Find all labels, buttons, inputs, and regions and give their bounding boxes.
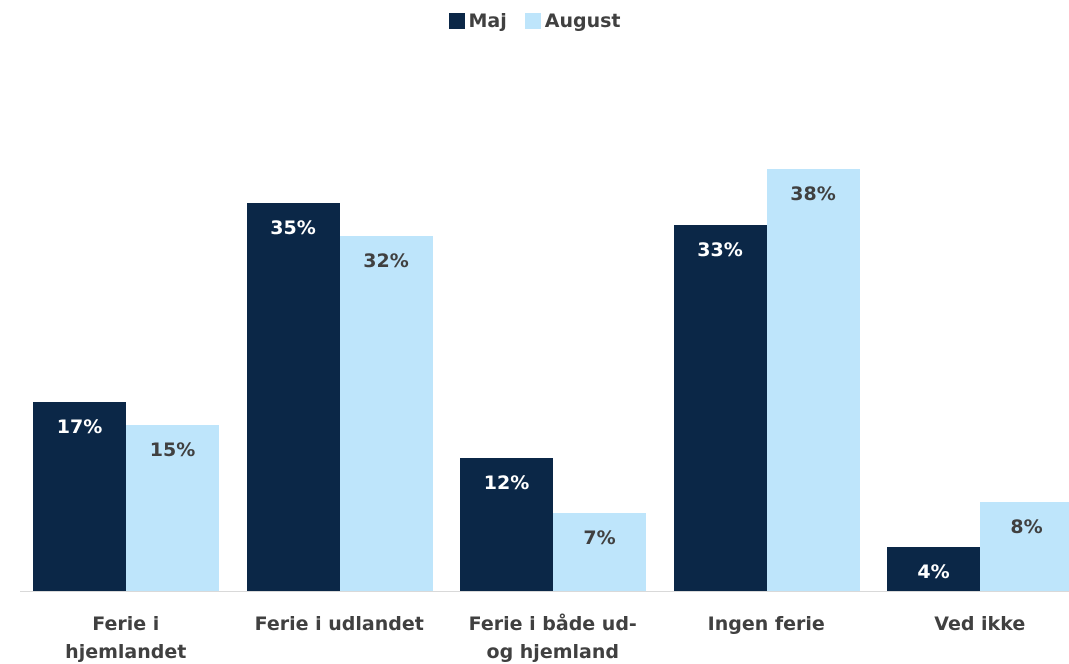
legend: Maj August (0, 10, 1069, 32)
bar (887, 546, 980, 591)
legend-swatch (448, 13, 465, 29)
data-label: 15% (149, 438, 196, 461)
data-label: 33% (697, 238, 743, 261)
data-label: 38% (790, 183, 836, 206)
data-label: 12% (483, 471, 530, 494)
legend-swatch (524, 13, 541, 29)
x-tick-label: Ferie i både ud- og hjemland (468, 613, 637, 663)
x-tick-label: Ved ikke (934, 613, 1026, 635)
legend-item: August (524, 10, 621, 32)
data-label: 4% (917, 560, 950, 583)
data-label: 32% (363, 249, 409, 272)
bar (126, 424, 219, 591)
bar (553, 513, 646, 591)
bar (246, 202, 340, 591)
baseline (20, 591, 1069, 592)
x-tick-label: Ferie i udlandet (254, 613, 424, 635)
bar (33, 402, 126, 591)
legend-label: August (544, 10, 621, 32)
data-label: 35% (270, 216, 316, 239)
legend-item: Maj (448, 10, 507, 32)
bar (980, 502, 1069, 591)
bar (673, 224, 767, 591)
x-tick-label: Ferie i hjemlandet (65, 613, 187, 663)
x-tick-label: Ingen ferie (707, 613, 825, 635)
bar (460, 457, 553, 591)
bar (339, 235, 433, 591)
data-label: 8% (1010, 516, 1043, 539)
bar (766, 169, 860, 591)
data-label: 17% (56, 416, 103, 439)
data-label: 7% (583, 527, 616, 550)
legend-label: Maj (468, 10, 507, 32)
